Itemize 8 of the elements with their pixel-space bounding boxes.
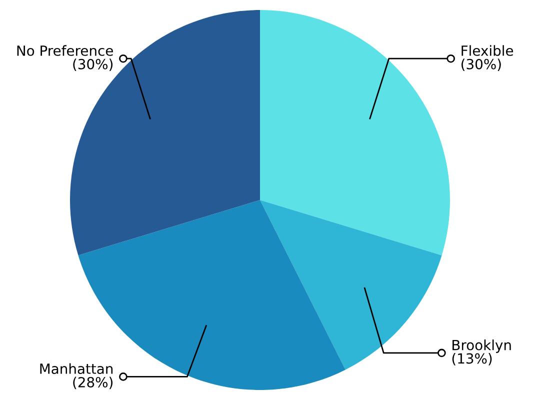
- data-label: (30%): [73, 58, 113, 71]
- slice-label: Brooklyn: [452, 340, 511, 353]
- slice-label: Flexible: [462, 45, 514, 56]
- data-label: (28%): [73, 376, 113, 390]
- data-label: (30%): [462, 58, 501, 71]
- slice-label: No Preference: [17, 45, 113, 56]
- data-label: (13%): [452, 352, 492, 366]
- slice-label: Manhattan: [40, 363, 113, 374]
